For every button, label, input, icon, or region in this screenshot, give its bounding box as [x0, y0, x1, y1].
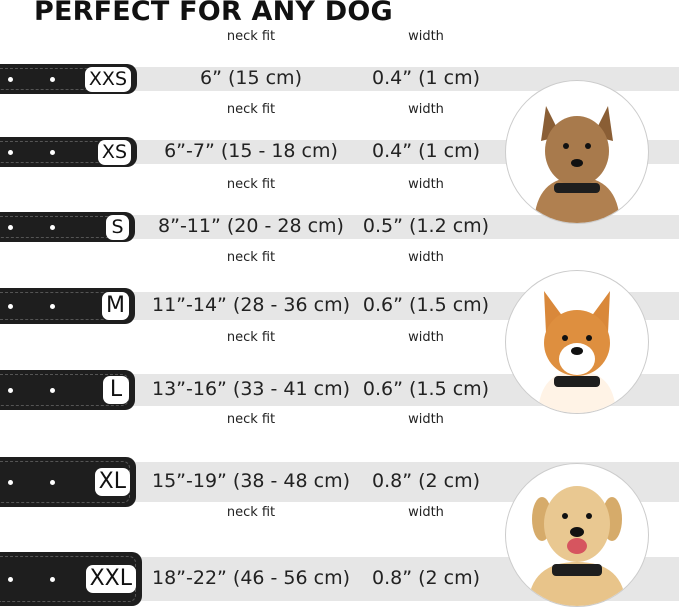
title: PERFECT FOR ANY DOG [34, 0, 393, 27]
collar-icon: L [0, 370, 135, 410]
width-value: 0.4” (1 cm) [371, 140, 481, 162]
width-label: width [408, 505, 444, 520]
size-row: XXL neck fit width 18”-22” (46 - 56 cm) … [0, 505, 679, 606]
collar-icon: XL [0, 457, 136, 507]
neck-fit-label: neck fit [226, 412, 276, 427]
size-tag: L [103, 376, 129, 404]
neck-fit-value: 18”-22” (46 - 56 cm) [151, 567, 351, 589]
width-label: width [408, 177, 444, 192]
large-dog-photo [505, 463, 649, 607]
width-value: 0.8” (2 cm) [371, 470, 481, 492]
neck-fit-value: 11”-14” (28 - 36 cm) [151, 294, 351, 316]
width-label: width [408, 330, 444, 345]
neck-fit-label: neck fit [226, 102, 276, 117]
neck-fit-label: neck fit [226, 177, 276, 192]
width-value: 0.4” (1 cm) [371, 67, 481, 89]
size-tag: XXL [85, 565, 136, 593]
width-label: width [408, 102, 444, 117]
medium-dog-photo [505, 270, 649, 414]
size-tag: XS [97, 139, 131, 165]
small-dog-photo [505, 80, 649, 224]
size-tag: XXS [84, 66, 131, 92]
neck-fit-label: neck fit [226, 330, 276, 345]
width-label: width [408, 29, 444, 44]
collar-icon: M [0, 288, 135, 324]
size-row: XXS neck fit width 6” (15 cm) 0.4” (1 cm… [0, 29, 679, 94]
width-value: 0.6” (1.5 cm) [362, 378, 490, 400]
collar-icon: XS [0, 137, 137, 167]
width-value: 0.8” (2 cm) [371, 567, 481, 589]
width-value: 0.5” (1.2 cm) [362, 215, 490, 237]
size-tag: XL [94, 468, 130, 496]
neck-fit-value: 13”-16” (33 - 41 cm) [151, 378, 351, 400]
neck-fit-value: 6”-7” (15 - 18 cm) [164, 140, 338, 162]
neck-fit-label: neck fit [226, 29, 276, 44]
size-tag: S [106, 214, 129, 240]
width-value: 0.6” (1.5 cm) [362, 294, 490, 316]
collar-icon: XXS [0, 64, 137, 94]
neck-fit-value: 6” (15 cm) [200, 67, 302, 89]
neck-fit-value: 8”-11” (20 - 28 cm) [158, 215, 344, 237]
collar-icon: S [0, 212, 135, 242]
width-label: width [408, 412, 444, 427]
neck-fit-label: neck fit [226, 505, 276, 520]
neck-fit-value: 15”-19” (38 - 48 cm) [151, 470, 351, 492]
width-label: width [408, 250, 444, 265]
size-tag: M [102, 292, 129, 320]
collar-icon: XXL [0, 552, 142, 606]
neck-fit-label: neck fit [226, 250, 276, 265]
